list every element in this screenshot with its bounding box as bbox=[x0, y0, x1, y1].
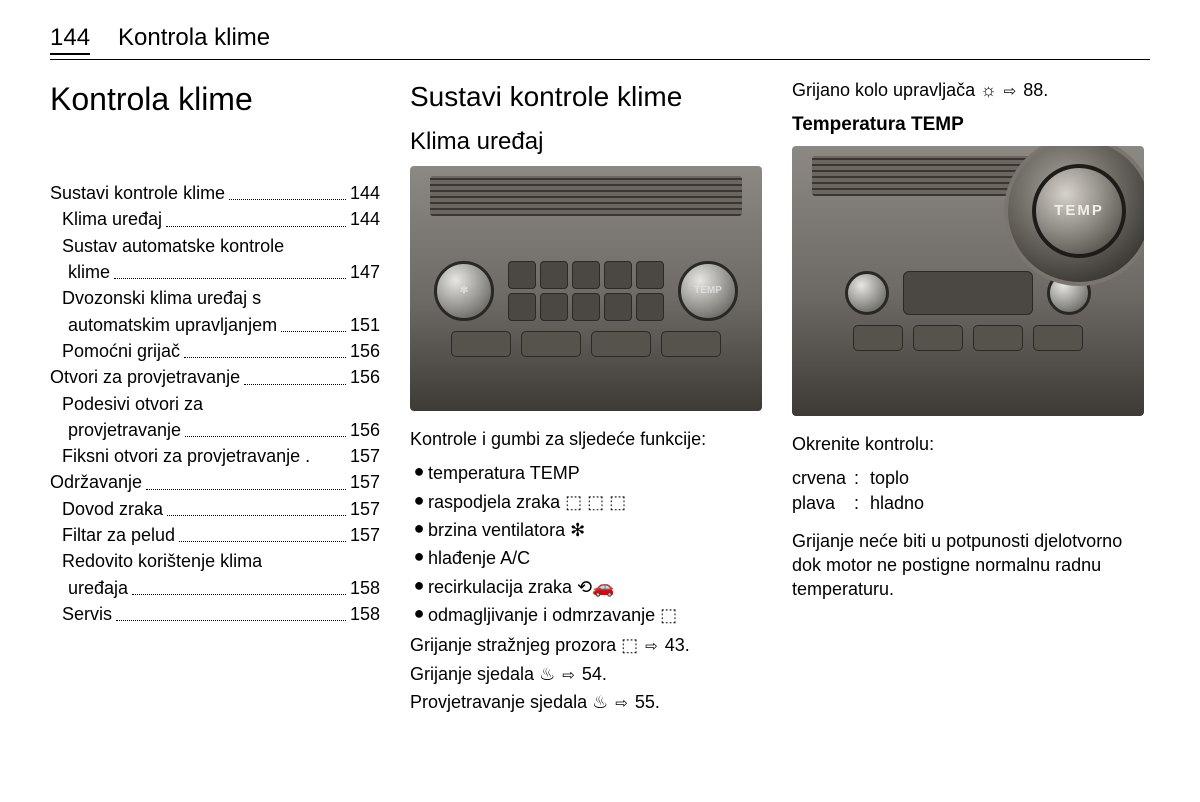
toc-entry: Podesivi otvori za bbox=[50, 392, 380, 416]
color-definitions: crvena:toploplava:hladno bbox=[792, 466, 1144, 515]
toc-entry-contd: automatskim upravljanjem151 bbox=[50, 313, 380, 337]
cross-reference: Grijanje sjedala ♨ 54. bbox=[410, 662, 762, 686]
function-list-item: ●odmagljivanje i odmrzavanje ⬚ bbox=[410, 603, 762, 627]
steering-heat-ref: Grijano kolo upravljača ☼ 88. bbox=[792, 78, 1144, 102]
column-2: Sustavi kontrole klime Klima uređaj ✻ TE… bbox=[410, 78, 762, 718]
subsection-title: Klima uređaj bbox=[410, 126, 762, 158]
knob-left-graphic bbox=[845, 271, 889, 315]
cross-reference: Provjetravanje sjedala ♨ 55. bbox=[410, 690, 762, 714]
toc-entry-contd: klime147 bbox=[50, 260, 380, 284]
column-3: Grijano kolo upravljača ☼ 88. Temperatur… bbox=[792, 78, 1144, 718]
fan-knob-graphic: ✻ bbox=[434, 261, 494, 321]
function-list-item: ●brzina ventilatora ✻ bbox=[410, 518, 762, 542]
definition-row: plava:hladno bbox=[792, 491, 1144, 515]
chapter-title: Kontrola klime bbox=[50, 78, 380, 121]
toc-entry: Klima uređaj144 bbox=[50, 207, 380, 231]
temp-knob-illustration: TEMP bbox=[792, 146, 1144, 416]
lower-buttons-graphic bbox=[451, 331, 721, 357]
toc-entry: Dvozonski klima uređaj s bbox=[50, 286, 380, 310]
controls-intro-text: Kontrole i gumbi za sljedeće funkcije: bbox=[410, 427, 762, 451]
toc-entry: Održavanje157 bbox=[50, 470, 380, 494]
table-of-contents: Sustavi kontrole klime144Klima uređaj144… bbox=[50, 181, 380, 626]
function-list-item: ●raspodjela zraka ⬚ ⬚ ⬚ bbox=[410, 490, 762, 514]
temp-knob-zoom: TEMP bbox=[1004, 146, 1144, 286]
toc-entry-contd: uređaja158 bbox=[50, 576, 380, 600]
function-list-item: ●recirkulacija zraka ⟲🚗 bbox=[410, 575, 762, 599]
function-list: ●temperatura TEMP ●raspodjela zraka ⬚ ⬚ ⬚… bbox=[410, 461, 762, 627]
heating-note: Grijanje neće biti u potpunosti djelotvo… bbox=[792, 529, 1144, 602]
knob-row: ✻ TEMP bbox=[434, 261, 738, 321]
toc-entry: Fiksni otvori za provjetravanje .157 bbox=[50, 444, 380, 468]
content-columns: Kontrola klime Sustavi kontrole klime144… bbox=[50, 78, 1150, 718]
toc-entry: Redovito korištenje klima bbox=[50, 549, 380, 573]
cross-reference: Grijanje stražnjeg prozora ⬚ 43. bbox=[410, 633, 762, 657]
temp-knob-label: TEMP bbox=[1032, 164, 1126, 258]
toc-entry: Otvori za provjetravanje156 bbox=[50, 365, 380, 389]
definition-row: crvena:toplo bbox=[792, 466, 1144, 490]
temp-heading: Temperatura TEMP bbox=[792, 112, 1144, 138]
turn-control-label: Okrenite kontrolu: bbox=[792, 432, 1144, 456]
toc-entry: Dovod zraka157 bbox=[50, 497, 380, 521]
column-1: Kontrola klime Sustavi kontrole klime144… bbox=[50, 78, 380, 718]
toc-entry: Sustavi kontrole klime144 bbox=[50, 181, 380, 205]
toc-entry: Sustav automatske kontrole bbox=[50, 234, 380, 258]
center-panel-graphic bbox=[903, 271, 1033, 315]
toc-entry: Filtar za pelud157 bbox=[50, 523, 380, 547]
temp-knob-graphic: TEMP bbox=[678, 261, 738, 321]
toc-entry-contd: provjetravanje156 bbox=[50, 418, 380, 442]
toc-entry: Servis158 bbox=[50, 602, 380, 626]
page-header: 144 Kontrola klime bbox=[50, 24, 1150, 60]
function-list-item: ●temperatura TEMP bbox=[410, 461, 762, 485]
page-number: 144 bbox=[50, 24, 90, 55]
page-section-title: Kontrola klime bbox=[118, 24, 270, 52]
function-list-item: ●hlađenje A/C bbox=[410, 546, 762, 570]
vent-slits-graphic bbox=[430, 176, 742, 216]
cross-references: Grijanje stražnjeg prozora ⬚ 43. Grijanje… bbox=[410, 633, 762, 714]
mode-buttons-graphic bbox=[508, 261, 664, 321]
climate-panel-illustration: ✻ TEMP bbox=[410, 166, 762, 411]
section-title: Sustavi kontrole klime bbox=[410, 78, 762, 116]
toc-entry: Pomoćni grijač156 bbox=[50, 339, 380, 363]
